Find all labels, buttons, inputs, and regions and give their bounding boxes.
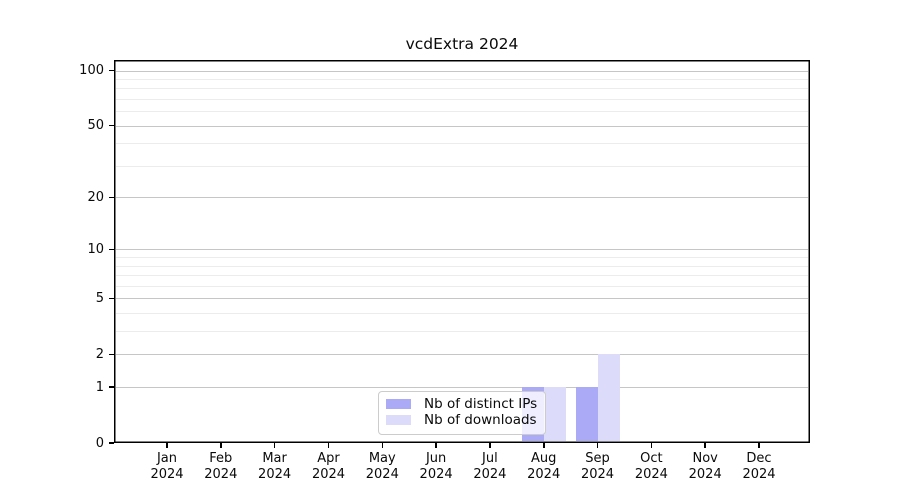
minor-gridline	[116, 111, 808, 113]
y-tick-label: 5	[95, 290, 104, 306]
x-tick-label: Mar 2024	[258, 451, 292, 482]
y-tick-label: 20	[87, 189, 104, 205]
major-gridline	[116, 298, 808, 300]
x-tick-label: Jul 2024	[473, 451, 507, 482]
legend-item-distinct-ips: Nb of distinct IPs	[386, 396, 537, 412]
x-tick-label: Dec 2024	[742, 451, 776, 482]
minor-gridline	[116, 143, 808, 145]
x-tick-mark	[596, 443, 599, 448]
y-tick-mark	[109, 386, 114, 388]
minor-gridline	[116, 165, 808, 167]
y-tick-label: 0	[95, 435, 104, 451]
minor-gridline	[116, 331, 808, 333]
minor-gridline	[116, 88, 808, 90]
chart-title: vcdExtra 2024	[405, 35, 519, 53]
y-tick-mark	[109, 196, 114, 198]
legend: Nb of distinct IPs Nb of downloads	[378, 391, 546, 435]
legend-label-distinct-ips: Nb of distinct IPs	[424, 396, 538, 412]
x-tick-mark	[435, 443, 437, 448]
legend-label-downloads: Nb of downloads	[424, 412, 537, 428]
bar-downloads	[543, 387, 566, 442]
x-tick-mark	[650, 443, 653, 448]
x-tick-mark	[273, 443, 276, 448]
plot-area: Nb of distinct IPs Nb of downloads	[114, 60, 810, 443]
x-tick-mark	[327, 443, 330, 448]
x-tick-label: May 2024	[365, 451, 399, 482]
x-tick-mark	[704, 443, 706, 448]
y-tick-label: 50	[87, 118, 104, 134]
minor-gridline	[116, 98, 808, 100]
y-tick-label: 100	[79, 63, 104, 78]
y-tick-mark	[109, 124, 114, 127]
y-tick-mark	[109, 248, 114, 251]
x-tick-label: Apr 2024	[311, 451, 346, 482]
minor-gridline	[116, 78, 808, 80]
x-tick-label: Aug 2024	[527, 451, 561, 482]
x-tick-mark	[758, 443, 760, 448]
bar-downloads	[597, 354, 620, 442]
y-tick-label: 1	[95, 379, 104, 395]
major-gridline	[116, 125, 808, 127]
major-gridline	[116, 249, 808, 251]
x-tick-mark	[543, 443, 545, 448]
x-tick-label: Jun 2024	[419, 451, 453, 482]
x-tick-label: Feb 2024	[204, 451, 238, 482]
minor-gridline	[116, 285, 808, 287]
minor-gridline	[116, 275, 808, 277]
y-tick-mark	[109, 69, 114, 72]
y-tick-mark	[109, 297, 114, 300]
minor-gridline	[116, 313, 808, 315]
legend-swatch-downloads-icon	[386, 415, 411, 425]
x-tick-mark	[381, 443, 383, 448]
x-tick-label: Oct 2024	[634, 451, 668, 482]
x-tick-mark	[220, 443, 222, 448]
y-tick-label: 2	[95, 346, 104, 362]
legend-item-downloads: Nb of downloads	[386, 412, 537, 428]
y-tick-mark	[109, 442, 114, 444]
x-tick-mark	[166, 443, 168, 448]
x-tick-label: Nov 2024	[688, 451, 722, 482]
major-gridline	[116, 70, 808, 72]
x-tick-label: Jan 2024	[150, 451, 184, 482]
major-gridline	[116, 387, 808, 389]
major-gridline	[116, 354, 808, 356]
x-tick-mark	[489, 443, 491, 448]
legend-swatch-distinct-ips-icon	[386, 399, 411, 409]
minor-gridline	[116, 265, 808, 267]
minor-gridline	[116, 257, 808, 259]
y-tick-mark	[109, 353, 114, 356]
major-gridline	[116, 197, 808, 199]
bar-distinct-ips	[575, 387, 598, 442]
y-tick-label: 10	[87, 241, 104, 257]
x-tick-label: Sep 2024	[580, 451, 615, 482]
